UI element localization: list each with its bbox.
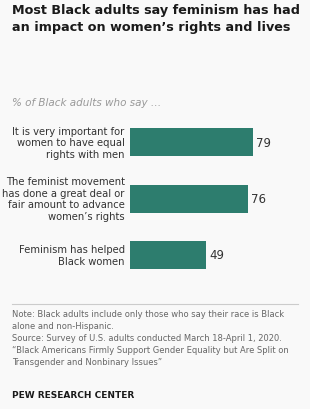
Text: 79: 79 (256, 137, 271, 149)
Text: PEW RESEARCH CENTER: PEW RESEARCH CENTER (12, 390, 135, 399)
Text: Note: Black adults include only those who say their race is Black
alone and non-: Note: Black adults include only those wh… (12, 309, 289, 366)
Bar (130, 241, 206, 270)
Text: 49: 49 (209, 249, 224, 262)
Text: Most Black adults say feminism has had
an impact on women’s rights and lives: Most Black adults say feminism has had a… (12, 4, 300, 34)
Text: % of Black adults who say …: % of Black adults who say … (12, 98, 162, 108)
Bar (130, 185, 248, 213)
Text: 76: 76 (251, 193, 266, 206)
Bar (130, 129, 253, 157)
